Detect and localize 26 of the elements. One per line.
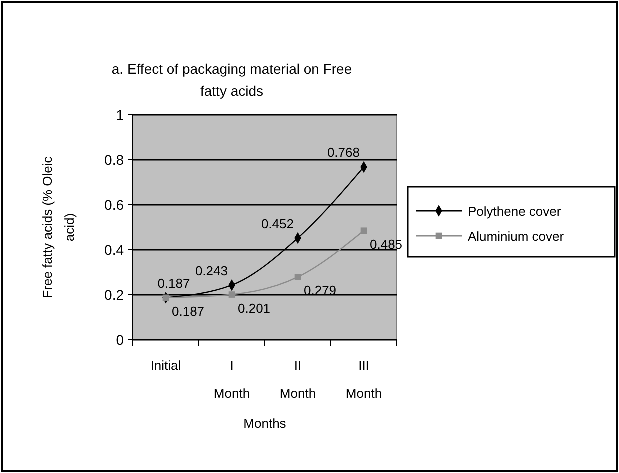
point	[294, 274, 302, 280]
data-label: 0.452	[261, 216, 294, 232]
chart-title: a. Effect of packaging material on Free fatty acids	[112, 61, 352, 99]
y-tick-label: 0.8	[104, 152, 124, 168]
x-tick-label: II Month	[280, 358, 316, 401]
point	[228, 292, 236, 298]
y-tick-label: 1	[116, 107, 124, 123]
data-label: 0.768	[327, 145, 360, 160]
y-axis-title: Free fatty acids (% Oleic acid)	[40, 156, 77, 298]
x-tick-label: Initial	[150, 358, 182, 373]
legend-label: Aluminium cover	[468, 229, 565, 244]
data-label: 0.187	[172, 304, 205, 319]
x-axis-title: Months	[244, 416, 287, 431]
y-tick-label: 0.6	[104, 197, 124, 213]
y-tick-label: 0.2	[104, 287, 124, 303]
data-label: 0.243	[195, 263, 228, 278]
x-tick-label: I Month	[214, 358, 250, 401]
point	[162, 294, 170, 302]
point	[360, 228, 368, 234]
y-tick-label: 0	[116, 332, 124, 348]
x-tick-label: III Month	[346, 358, 382, 401]
y-tick-label: 0.4	[104, 242, 124, 258]
legend-label: Polythene cover	[468, 204, 562, 219]
data-label: 0.187	[158, 276, 190, 291]
data-label: 0.485	[370, 236, 403, 252]
data-label: 0.201	[238, 300, 271, 316]
